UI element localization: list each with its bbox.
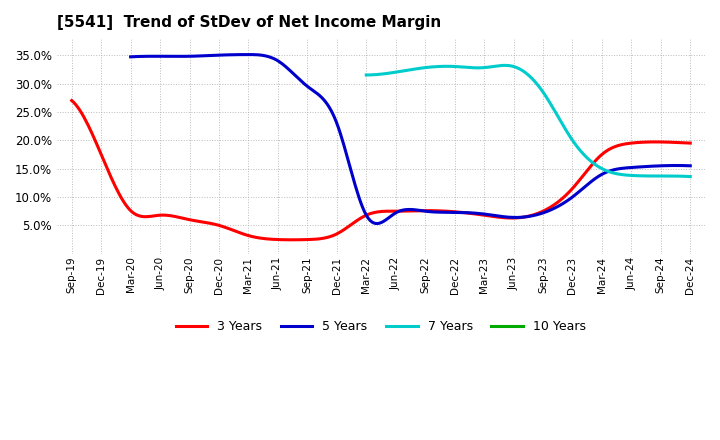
Line: 5 Years: 5 Years: [130, 55, 690, 224]
3 Years: [686, 140, 695, 146]
7 Years: [636, 173, 644, 179]
5 Years: [472, 211, 481, 216]
3 Years: [68, 98, 76, 103]
7 Years: [657, 173, 665, 179]
3 Years: [287, 237, 295, 242]
5 Years: [637, 164, 646, 169]
5 Years: [128, 54, 137, 59]
5 Years: [244, 52, 253, 57]
5 Years: [686, 163, 695, 169]
7 Years: [562, 127, 570, 132]
7 Years: [363, 72, 372, 77]
3 Years: [630, 140, 639, 146]
7 Years: [686, 174, 695, 179]
Line: 3 Years: 3 Years: [72, 100, 690, 240]
3 Years: [438, 208, 446, 213]
5 Years: [602, 170, 611, 175]
5 Years: [126, 54, 135, 59]
3 Years: [436, 208, 444, 213]
3 Years: [69, 100, 78, 105]
7 Years: [556, 118, 564, 123]
Legend: 3 Years, 5 Years, 7 Years, 10 Years: 3 Years, 5 Years, 7 Years, 10 Years: [171, 315, 590, 338]
5 Years: [463, 210, 472, 215]
3 Years: [448, 209, 456, 214]
7 Years: [500, 63, 509, 68]
5 Years: [374, 221, 382, 226]
3 Years: [591, 158, 600, 164]
7 Years: [362, 72, 371, 77]
7 Years: [555, 116, 564, 121]
Text: [5541]  Trend of StDev of Net Income Margin: [5541] Trend of StDev of Net Income Marg…: [57, 15, 441, 30]
Line: 7 Years: 7 Years: [366, 66, 690, 176]
5 Years: [462, 210, 470, 215]
